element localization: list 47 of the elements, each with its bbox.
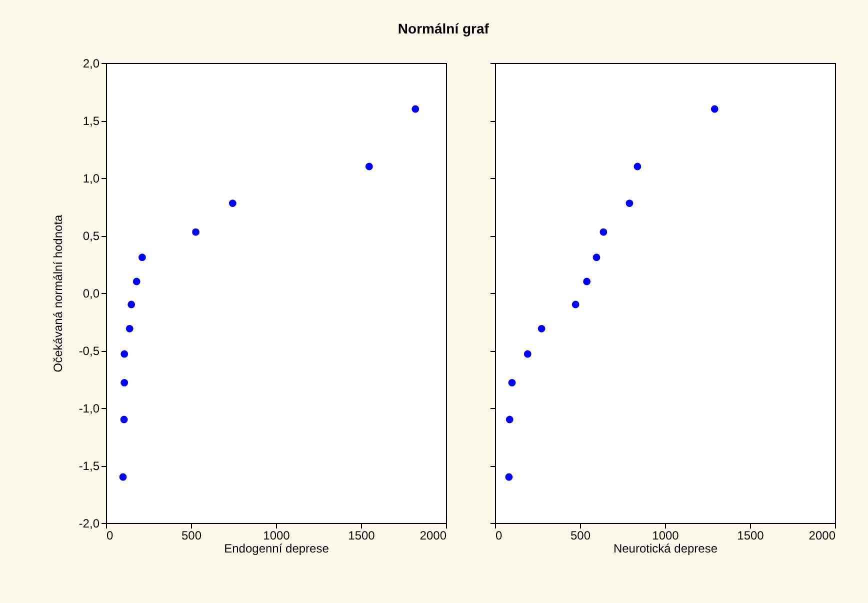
point (120, 416, 128, 424)
x-tick-label: 2000 (420, 528, 447, 542)
point (192, 228, 200, 236)
point (583, 278, 591, 286)
point (138, 254, 146, 262)
x-tick-label: 1000 (652, 528, 680, 542)
point (505, 473, 513, 481)
point (120, 350, 128, 358)
point (592, 254, 600, 262)
point (634, 162, 642, 170)
x-tick-label: 0 (496, 528, 502, 542)
x-tick-label: 1000 (263, 528, 290, 542)
point (126, 324, 134, 332)
y-tick-label: 1,5 (82, 114, 100, 128)
y-tick-label: -0,5 (78, 344, 100, 358)
x-tick-label: 1500 (737, 528, 764, 542)
point (128, 300, 136, 308)
x-tick-label: 2000 (808, 528, 836, 542)
y-tick-label: 0,5 (82, 229, 100, 243)
x-tick-label: 500 (181, 528, 202, 542)
point (710, 105, 718, 113)
x-axis-title: Neurotická deprese (613, 542, 718, 556)
point (120, 379, 128, 386)
point (412, 105, 420, 113)
y-axis-title: Očekávaná normální hodnota (50, 214, 65, 372)
point (524, 350, 532, 358)
y-tick-label: 2,0 (82, 56, 100, 70)
x-axis-title: Endogenní deprese (224, 542, 330, 556)
y-tick-label: -1,0 (78, 402, 100, 416)
point (119, 473, 127, 481)
chart-title: Normální graf (398, 20, 490, 36)
point (506, 416, 514, 424)
y-tick-label: 0,0 (82, 286, 100, 300)
point (600, 228, 608, 236)
x-tick-label: 500 (570, 528, 591, 542)
x-tick-label: 0 (106, 528, 114, 542)
y-tick-label: -2,0 (78, 516, 100, 530)
point (365, 162, 373, 170)
point (508, 379, 516, 386)
point (132, 278, 140, 286)
y-tick-label: 1,0 (82, 172, 100, 186)
y-tick-label: -1,5 (78, 459, 100, 473)
point (572, 300, 580, 308)
point (626, 200, 634, 207)
x-tick-label: 1500 (348, 528, 376, 542)
point (228, 200, 236, 207)
point (538, 324, 546, 332)
